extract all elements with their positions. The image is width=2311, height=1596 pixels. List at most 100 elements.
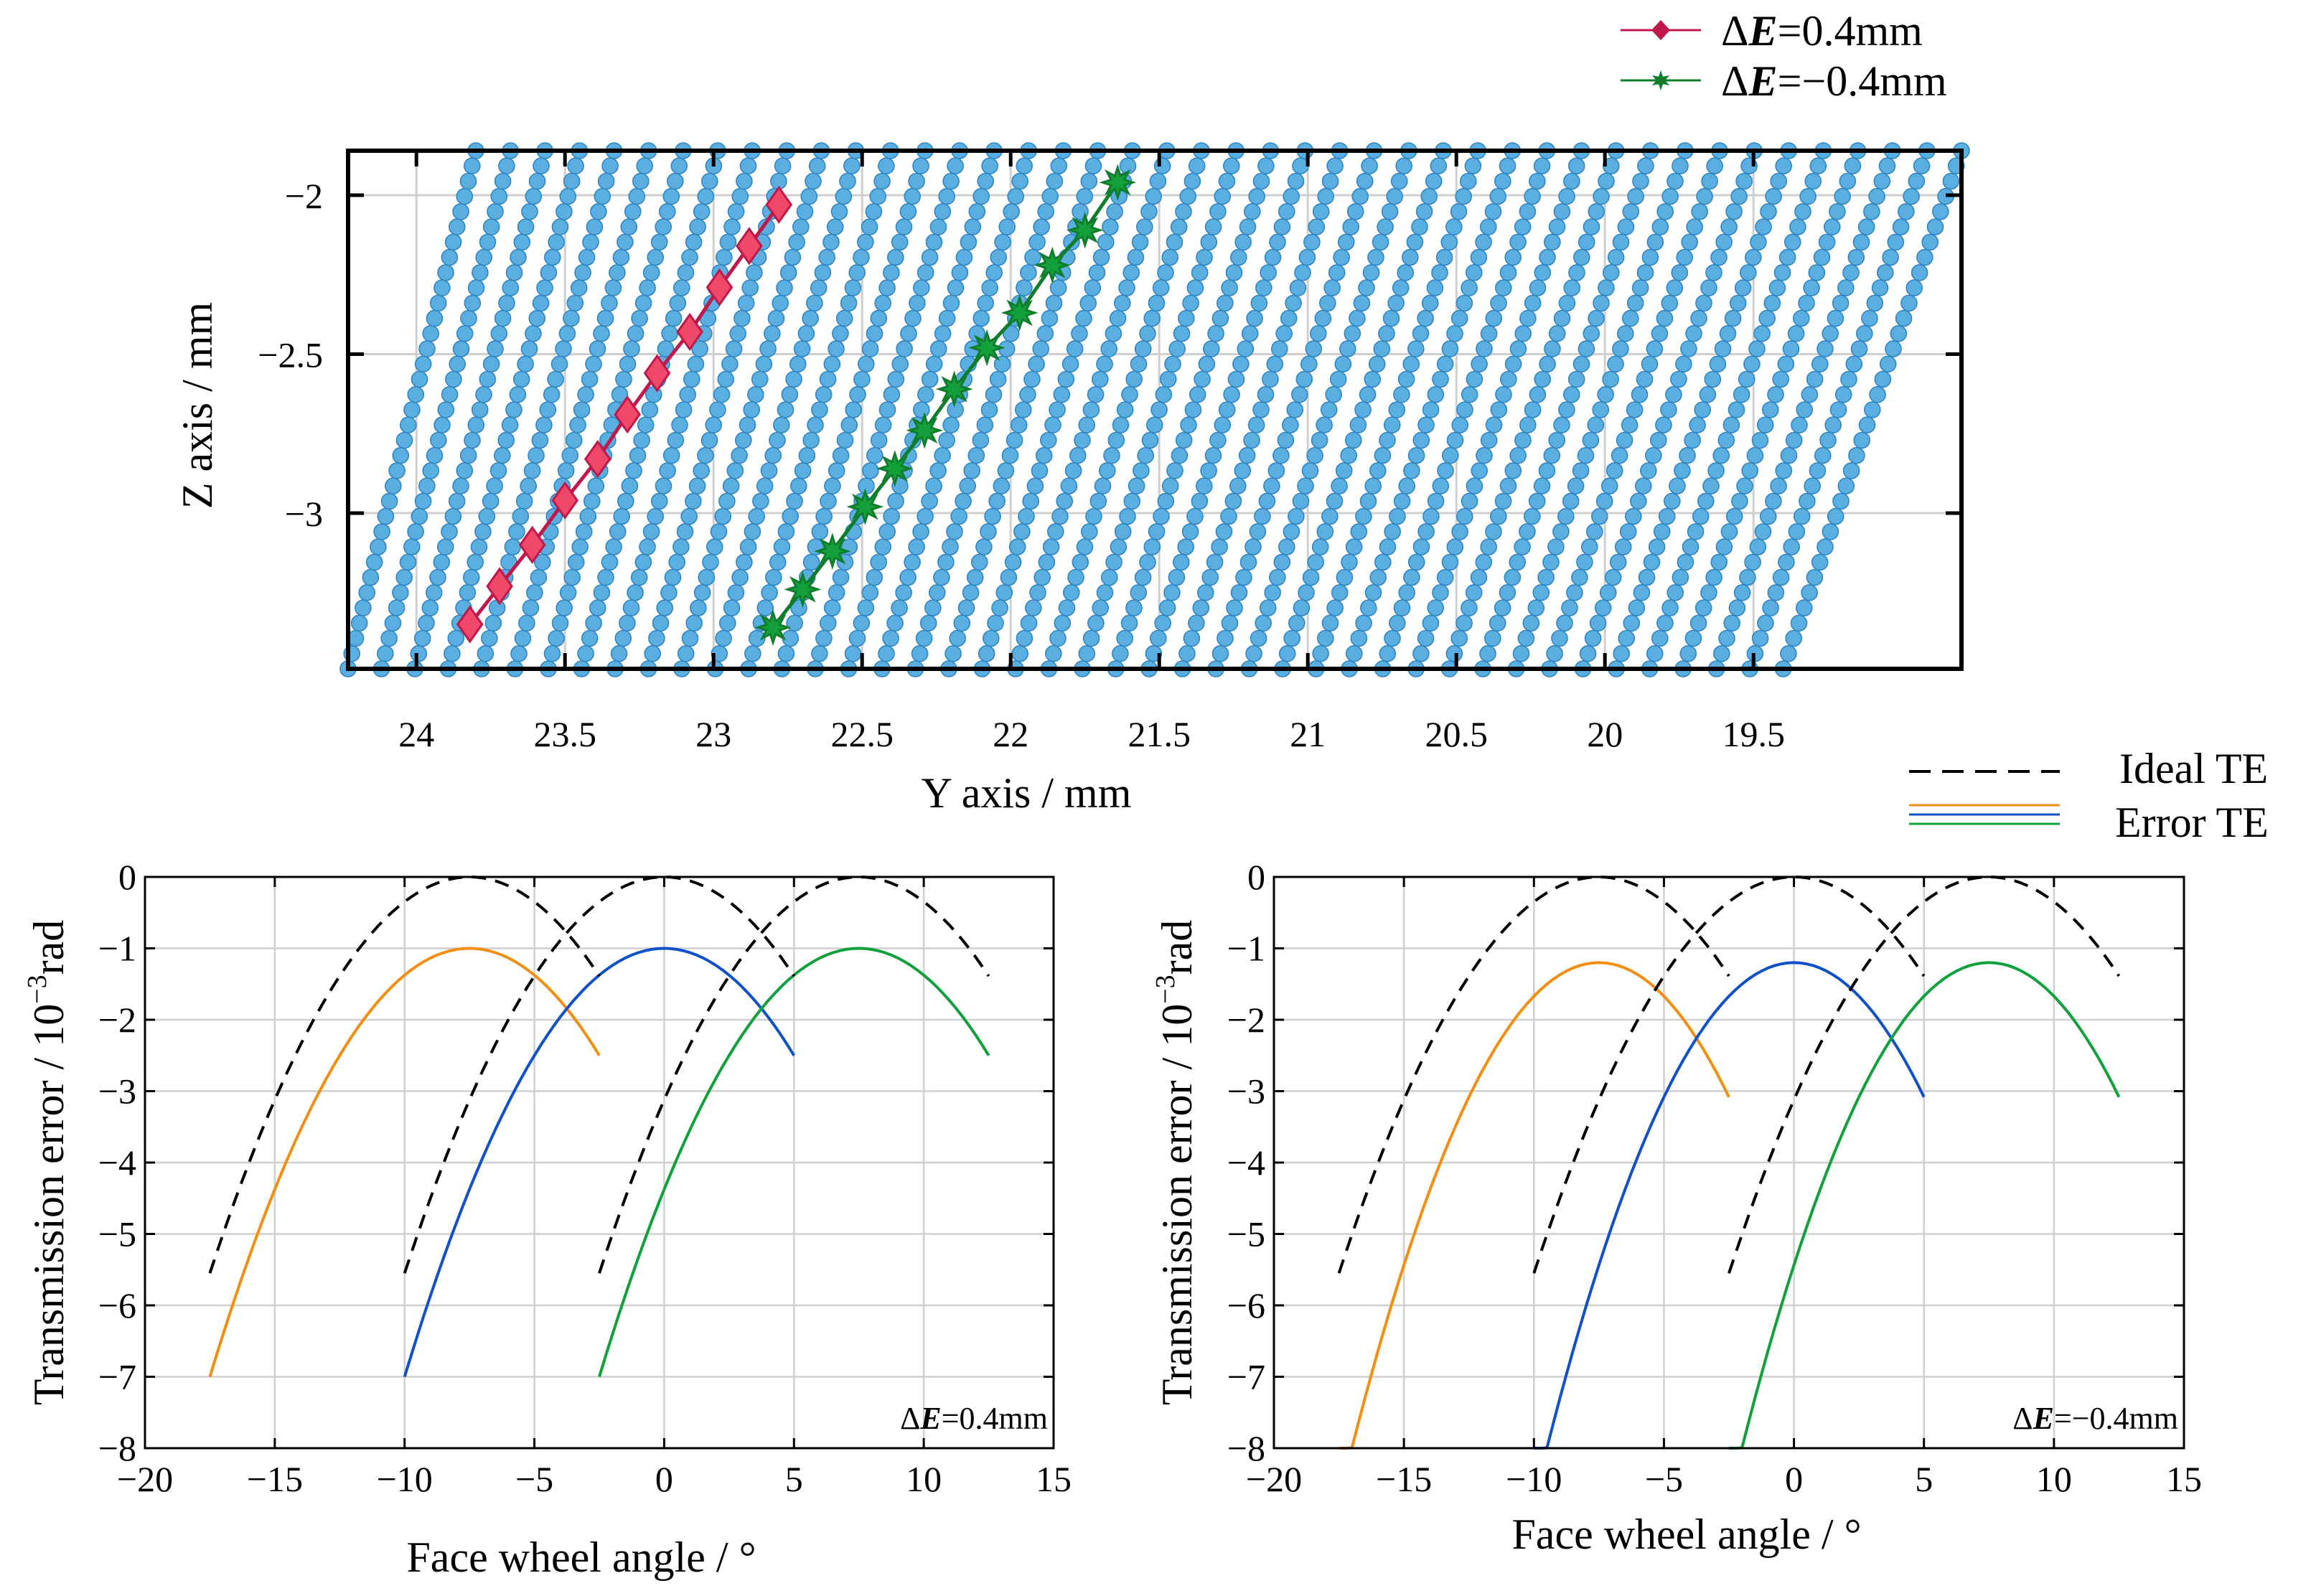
mesh-point <box>1041 187 1059 205</box>
mesh-point <box>1544 340 1561 357</box>
mesh-point <box>484 614 502 632</box>
mesh-point <box>521 203 538 220</box>
mesh-point <box>1741 462 1758 479</box>
mesh-point <box>525 324 542 342</box>
mesh-point <box>1524 401 1542 418</box>
mesh-point <box>1254 507 1271 525</box>
mesh-point <box>1446 431 1464 449</box>
mesh-point <box>350 614 368 632</box>
mesh-point <box>1717 431 1735 449</box>
mesh-point <box>1661 187 1679 205</box>
mesh-point <box>1102 218 1119 236</box>
mesh-point <box>957 599 975 616</box>
mesh-point <box>623 340 640 357</box>
mesh-point <box>1479 644 1496 662</box>
mesh-point <box>1200 233 1218 251</box>
mesh-point <box>811 401 828 418</box>
mesh-point <box>1895 309 1913 327</box>
mesh-point <box>1932 203 1949 220</box>
mesh-point <box>1004 553 1022 571</box>
mesh-point <box>1465 583 1483 601</box>
mesh-point <box>1137 446 1154 464</box>
mesh-point <box>593 583 611 601</box>
mesh-point <box>1780 644 1797 662</box>
mesh-point <box>1840 370 1857 388</box>
mesh-point <box>637 416 655 434</box>
mesh-point <box>1188 157 1206 174</box>
mesh-point <box>723 599 741 616</box>
top-x-tick-label: 24 <box>398 714 434 754</box>
mesh-point <box>949 629 966 647</box>
mesh-point <box>1911 264 1928 281</box>
mesh-point <box>1393 599 1411 616</box>
mesh-point <box>1623 614 1641 632</box>
mesh-point <box>777 523 795 540</box>
mesh-point <box>769 431 786 449</box>
series-green-point <box>935 370 973 408</box>
mesh-point <box>1874 370 1892 388</box>
mesh-point <box>1312 644 1329 662</box>
mesh-point <box>1850 340 1868 357</box>
mesh-point <box>1744 553 1761 571</box>
mesh-point <box>1913 157 1931 174</box>
mesh-point <box>946 523 963 540</box>
mesh-point <box>1045 644 1062 662</box>
mesh-point <box>1524 187 1541 205</box>
series-green-point <box>1099 164 1137 202</box>
mesh-point <box>719 233 737 251</box>
mesh-point <box>392 446 410 464</box>
mesh-point <box>1316 523 1334 540</box>
mesh-point <box>617 233 634 251</box>
mesh-point <box>1349 416 1367 434</box>
bl-x-tick-label: 10 <box>906 1459 942 1499</box>
mesh-point <box>1636 370 1654 388</box>
mesh-point <box>950 507 967 525</box>
bl-y-tick-label: −8 <box>98 1428 136 1468</box>
mesh-point <box>1287 172 1305 190</box>
mesh-point <box>1571 568 1588 586</box>
mesh-point <box>1334 355 1352 373</box>
mesh-point <box>1218 172 1236 190</box>
mesh-point <box>1529 279 1547 296</box>
mesh-point <box>895 583 912 601</box>
mesh-point <box>479 370 497 388</box>
mesh-point <box>642 264 660 281</box>
mesh-point <box>421 599 439 616</box>
mesh-point <box>436 538 454 555</box>
mesh-point <box>1161 248 1178 266</box>
mesh-point <box>815 385 833 403</box>
mesh-point <box>574 264 591 281</box>
mesh-point <box>380 492 398 510</box>
mesh-point <box>1211 538 1228 555</box>
mesh-point <box>1818 233 1836 251</box>
mesh-point <box>820 492 837 510</box>
mesh-point <box>1591 507 1608 525</box>
series-red-point <box>518 525 546 564</box>
mesh-point <box>1612 340 1629 357</box>
mesh-point <box>459 583 477 601</box>
mesh-point <box>1345 538 1363 555</box>
mesh-point <box>514 629 532 647</box>
bottom-right-curves <box>1337 875 2121 1450</box>
mesh-point <box>1908 172 1926 190</box>
mesh-point <box>1811 553 1829 571</box>
mesh-point <box>1704 370 1722 388</box>
mesh-point <box>1300 355 1318 373</box>
mesh-point <box>1926 218 1944 236</box>
mesh-point <box>1584 629 1602 647</box>
mesh-point <box>1148 294 1166 312</box>
mesh-point <box>1916 248 1933 266</box>
mesh-point <box>441 385 459 403</box>
mesh-point <box>1822 324 1839 342</box>
mesh-point <box>1355 507 1372 525</box>
mesh-point <box>1757 614 1774 632</box>
mesh-point <box>551 218 569 236</box>
mesh-point <box>1407 340 1425 357</box>
mesh-point <box>1466 264 1483 281</box>
series-red-point <box>551 481 579 520</box>
mesh-point <box>832 568 850 586</box>
mesh-point <box>1153 157 1171 174</box>
mesh-point <box>1121 385 1138 403</box>
mesh-point <box>1512 644 1530 662</box>
mesh-point <box>1804 172 1822 190</box>
